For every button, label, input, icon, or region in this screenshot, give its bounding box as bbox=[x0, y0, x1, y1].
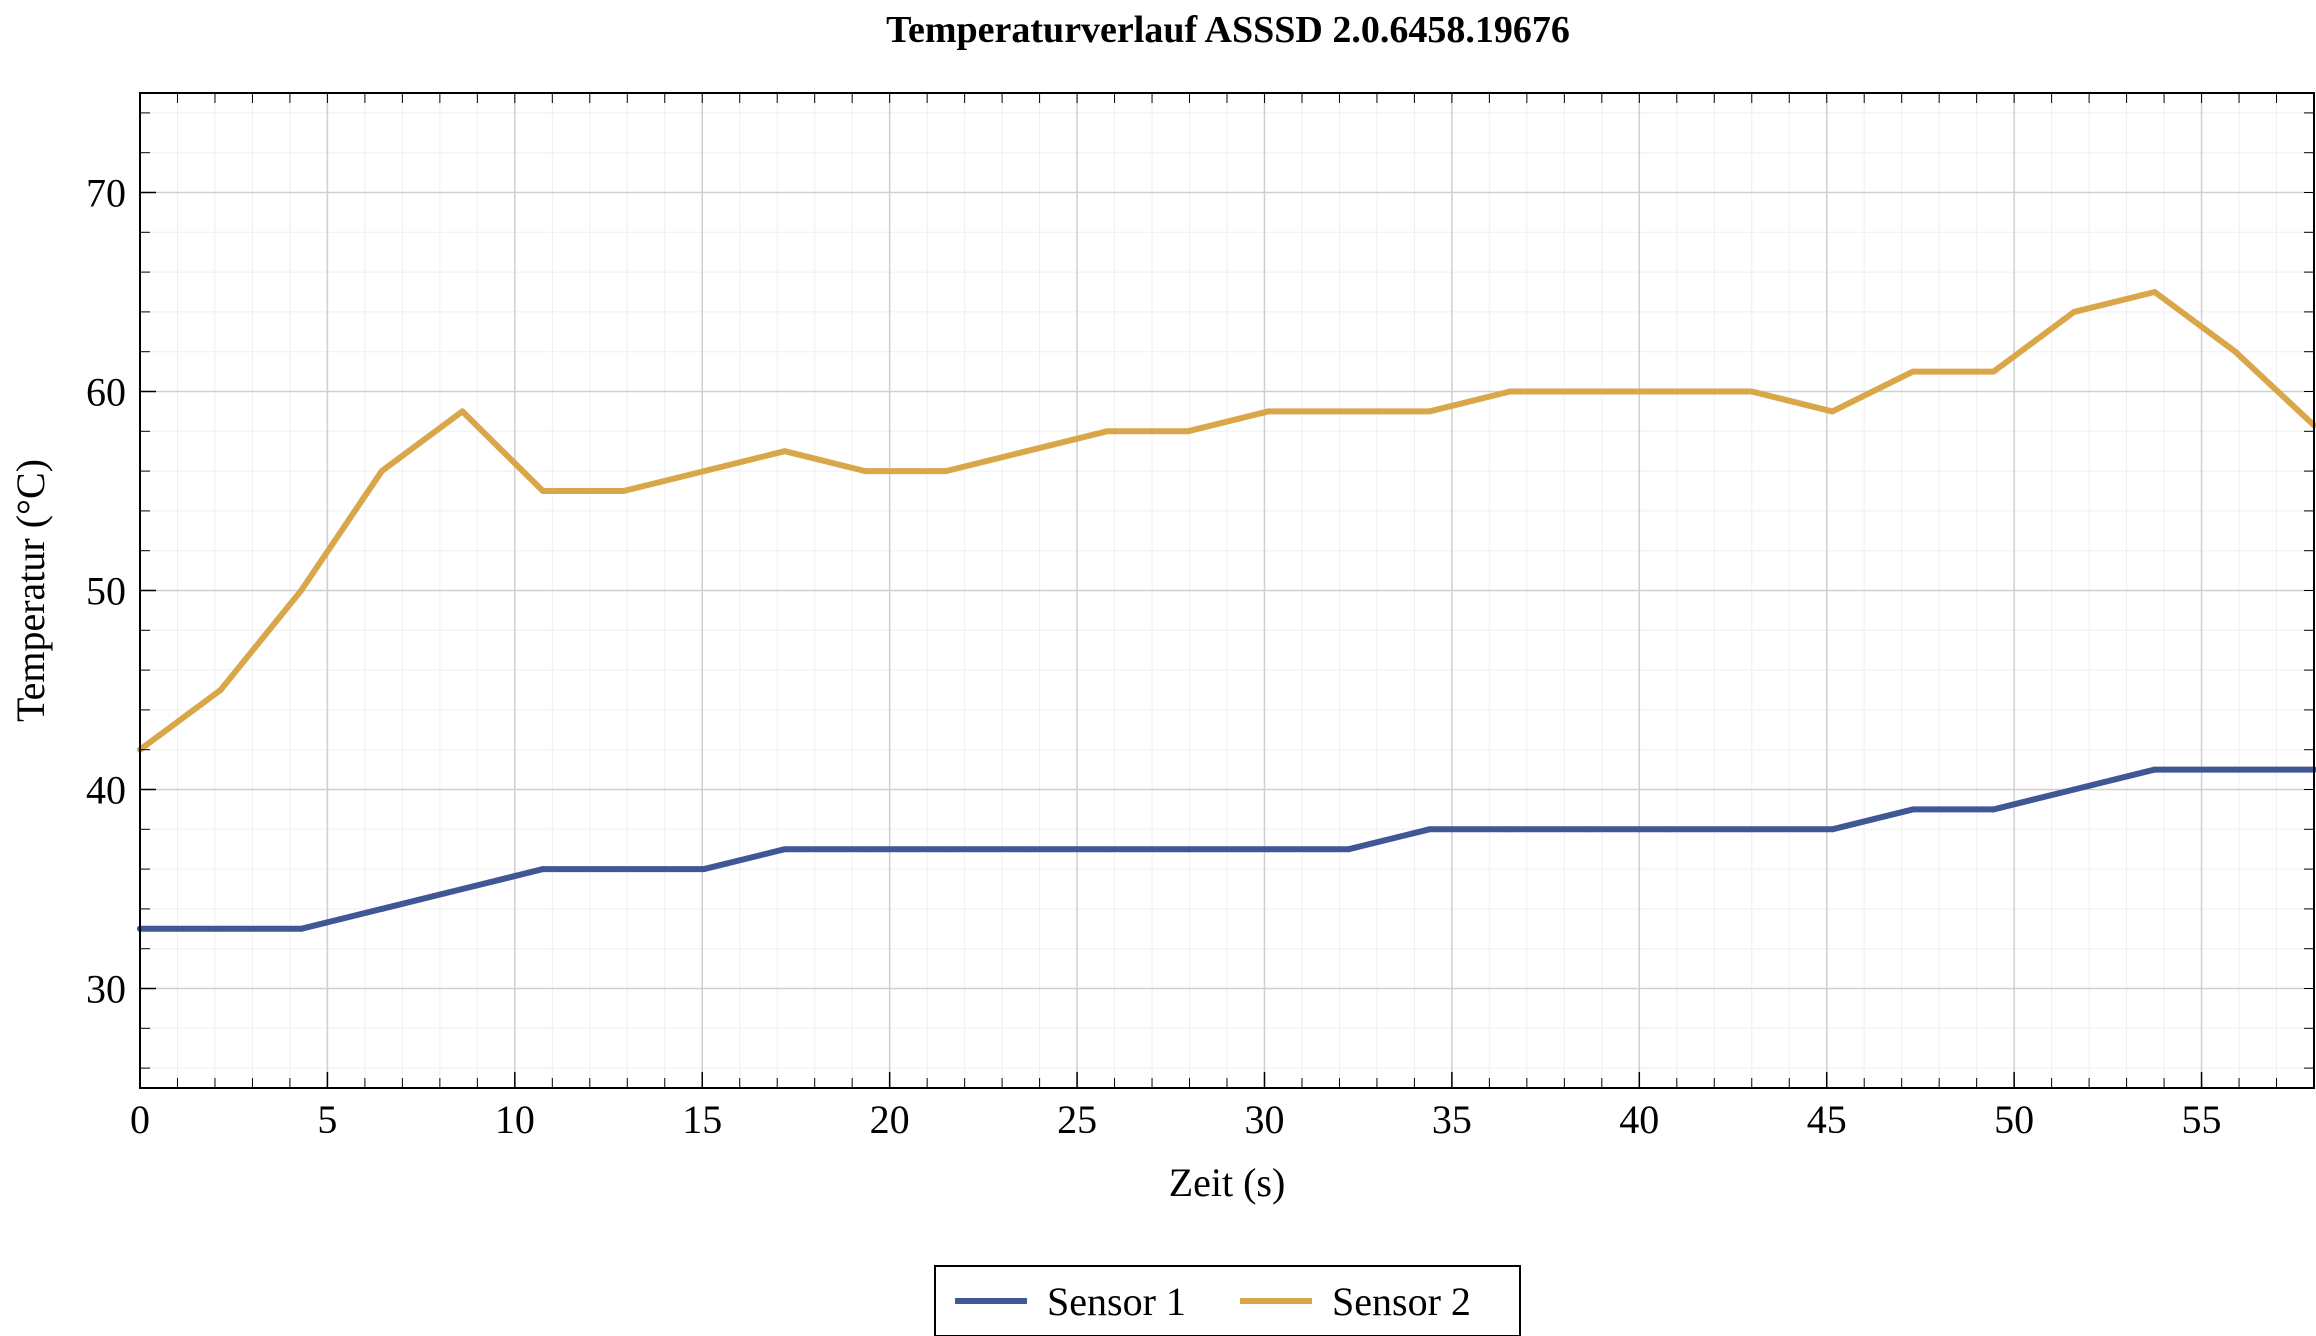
series-1-line bbox=[137, 766, 2316, 932]
y-tick-label: 30 bbox=[86, 967, 126, 1012]
series-1-point bbox=[459, 886, 466, 892]
series-1-point bbox=[1668, 826, 1675, 833]
series-2-point bbox=[459, 408, 466, 415]
series-1-point bbox=[1184, 846, 1191, 853]
x-tick-label: 0 bbox=[130, 1097, 150, 1142]
x-tick-label: 15 bbox=[682, 1097, 722, 1142]
legend-label-2: Sensor 2 bbox=[1332, 1279, 1471, 1324]
series-1-point bbox=[862, 846, 869, 853]
series-2-point bbox=[298, 587, 305, 594]
series-1-point bbox=[378, 905, 385, 912]
series-2-point bbox=[2151, 289, 2158, 295]
series-1-point bbox=[2071, 786, 2078, 793]
series-1-point bbox=[1426, 826, 1433, 833]
legend: Sensor 1 Sensor 2 bbox=[934, 1265, 1521, 1336]
series-1-point bbox=[620, 866, 627, 873]
chart-title: Temperaturverlauf ASSSD 2.0.6458.19676 bbox=[886, 9, 1570, 51]
series-2-point bbox=[1668, 388, 1675, 395]
series-1-point bbox=[1748, 826, 1755, 833]
series-1-point bbox=[2232, 766, 2239, 773]
series-2-line bbox=[137, 289, 2316, 753]
series-2-point bbox=[2071, 308, 2078, 315]
series-2-point bbox=[1265, 408, 1272, 415]
series-2-point bbox=[701, 468, 708, 475]
series-2-point bbox=[1023, 448, 1030, 455]
series-2-point bbox=[781, 448, 788, 455]
x-tick-label: 20 bbox=[870, 1097, 910, 1142]
series-2-point bbox=[1345, 408, 1352, 415]
series-2-point bbox=[862, 468, 869, 475]
x-tick-label: 25 bbox=[1057, 1097, 1097, 1142]
series-1-point bbox=[539, 866, 546, 873]
series-1-point bbox=[217, 925, 224, 932]
y-tick-label: 60 bbox=[86, 370, 126, 415]
series-2-point bbox=[942, 468, 949, 475]
series-2-point bbox=[1829, 408, 1836, 415]
x-axis-label: Zeit (s) bbox=[1169, 1160, 1286, 1205]
y-tick-label: 40 bbox=[86, 768, 126, 813]
series-1-point bbox=[781, 846, 788, 853]
series-2-point bbox=[378, 468, 385, 475]
series-2-point bbox=[1990, 368, 1997, 375]
series-2-point bbox=[1104, 428, 1111, 435]
series-1-point bbox=[1990, 806, 1997, 813]
x-tick-label: 35 bbox=[1432, 1097, 1472, 1142]
x-tick-label: 5 bbox=[317, 1097, 337, 1142]
series-1-point bbox=[942, 846, 949, 853]
grid bbox=[139, 93, 2315, 1088]
x-tick-label: 45 bbox=[1807, 1097, 1847, 1142]
x-tick-label: 55 bbox=[2182, 1097, 2222, 1142]
x-tick-label: 10 bbox=[495, 1097, 535, 1142]
legend-label-1: Sensor 1 bbox=[1047, 1279, 1186, 1324]
series-1-point bbox=[1023, 846, 1030, 853]
series-2-point bbox=[1506, 388, 1513, 395]
x-tick-label: 50 bbox=[1994, 1097, 2034, 1142]
series-1-point bbox=[701, 866, 708, 873]
series-2-point bbox=[1587, 388, 1594, 395]
y-tick-label: 50 bbox=[86, 569, 126, 614]
series-2 bbox=[137, 289, 2316, 753]
series-2-point bbox=[2232, 348, 2239, 355]
series-1-point bbox=[1104, 846, 1111, 853]
x-tick-label: 30 bbox=[1244, 1097, 1284, 1142]
axis-ticks: 0 5 10 15 20 25 30 35 40 45 50 55 30 40 50 60 70 bbox=[86, 93, 2315, 1142]
series-1-point bbox=[1265, 846, 1272, 853]
series-1-point bbox=[1345, 846, 1352, 853]
series-2-point bbox=[1748, 388, 1755, 395]
series-1-point bbox=[1587, 826, 1594, 833]
y-tick-label: 70 bbox=[86, 171, 126, 216]
series-2-point bbox=[1426, 408, 1433, 415]
series-2-point bbox=[1909, 368, 1916, 375]
series-1-point bbox=[298, 925, 305, 932]
series-1-point bbox=[1829, 826, 1836, 833]
series-1-point bbox=[1506, 826, 1513, 833]
series-1-point bbox=[1909, 806, 1916, 813]
series-layer bbox=[137, 289, 2316, 932]
series-2-point bbox=[217, 687, 224, 693]
series-2-point bbox=[1184, 428, 1191, 435]
series-2-point bbox=[620, 488, 627, 494]
y-axis-label: Temperatur (°C) bbox=[8, 459, 53, 722]
x-tick-label: 40 bbox=[1619, 1097, 1659, 1142]
series-1-point bbox=[2151, 766, 2158, 773]
legend-box bbox=[934, 1265, 1521, 1336]
series-2-point bbox=[539, 488, 546, 494]
